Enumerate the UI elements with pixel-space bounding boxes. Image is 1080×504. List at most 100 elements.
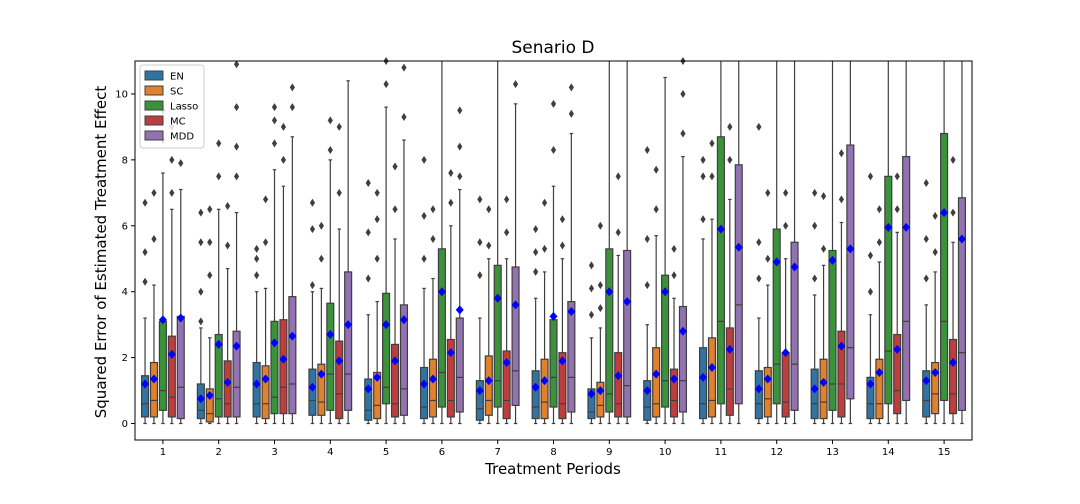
mean-marker-lasso-6 xyxy=(437,287,446,297)
mean-marker-mc-2 xyxy=(223,377,232,387)
box-sc-5 xyxy=(373,371,382,420)
x-tick-label-15: 15 xyxy=(938,447,951,458)
outlier-en-4-0 xyxy=(309,281,316,290)
mean-marker-sc-1 xyxy=(149,374,158,384)
y-tick-label-10: 10 xyxy=(115,89,128,100)
outlier-en-12-0 xyxy=(756,274,762,283)
mean-marker-en-12 xyxy=(754,384,763,394)
outlier-en-6-2 xyxy=(421,155,427,164)
outlier-mc-13-1 xyxy=(838,149,845,158)
chart-title: Senario D xyxy=(511,38,594,58)
x-tick-label-3: 3 xyxy=(271,447,277,458)
box-lasso-14 xyxy=(884,175,893,405)
legend-label-mc: MC xyxy=(170,117,186,128)
outlier-mdd-2-2 xyxy=(233,103,240,112)
outlier-lasso-2-0 xyxy=(216,172,222,181)
outlier-mc-8-0 xyxy=(559,241,566,250)
box-mc-8 xyxy=(558,352,567,420)
outlier-mdd-1-0 xyxy=(178,159,184,168)
box-mdd-10 xyxy=(678,305,688,413)
outlier-lasso-3-2 xyxy=(271,103,278,112)
x-tick-label-10: 10 xyxy=(659,447,672,458)
mean-marker-mc-10 xyxy=(670,374,679,384)
outlier-sc-6-0 xyxy=(430,234,436,243)
outlier-mc-4-1 xyxy=(336,122,342,131)
outlier-en-3-2 xyxy=(254,244,260,253)
mean-marker-mdd-3 xyxy=(288,331,297,341)
outlier-en-15-1 xyxy=(923,234,929,243)
outlier-lasso-2-1 xyxy=(216,139,222,148)
box-sc-15 xyxy=(931,361,940,415)
outlier-sc-14-0 xyxy=(876,238,882,247)
box-lasso-9 xyxy=(605,248,614,413)
x-tick-label-7: 7 xyxy=(495,447,501,458)
outlier-sc-11-1 xyxy=(709,139,715,148)
x-tick-label-11: 11 xyxy=(715,447,728,458)
outlier-en-5-1 xyxy=(365,228,371,237)
outlier-en-14-2 xyxy=(867,172,874,181)
outlier-en-9-1 xyxy=(588,284,595,293)
outlier-mdd-6-0 xyxy=(457,172,463,181)
x-tick-label-6: 6 xyxy=(439,447,445,458)
outlier-en-7-0 xyxy=(477,271,483,280)
mean-marker-mdd-15 xyxy=(957,234,966,244)
outlier-sc-15-1 xyxy=(932,211,938,220)
legend-label-sc: SC xyxy=(170,87,183,98)
mean-marker-mdd-10 xyxy=(678,326,687,336)
mean-marker-mc-11 xyxy=(725,344,734,354)
mean-marker-sc-7 xyxy=(484,376,493,386)
box-mdd-2 xyxy=(232,330,241,418)
box-sc-11 xyxy=(707,337,717,418)
outlier-mdd-3-1 xyxy=(289,83,295,92)
box-sc-9 xyxy=(596,381,605,418)
box-en-3 xyxy=(252,361,261,418)
mean-marker-mc-9 xyxy=(614,371,623,381)
box-mdd-9 xyxy=(623,249,632,418)
outlier-sc-1-0 xyxy=(151,234,157,243)
outlier-mc-11-0 xyxy=(727,155,733,164)
outlier-sc-9-0 xyxy=(597,304,603,313)
mean-marker-mdd-7 xyxy=(511,300,520,310)
box-mc-13 xyxy=(837,330,846,418)
mean-marker-sc-4 xyxy=(317,369,326,379)
box-lasso-5 xyxy=(382,292,391,405)
outlier-sc-3-1 xyxy=(262,195,269,204)
box-mdd-6 xyxy=(455,317,464,413)
box-sc-7 xyxy=(484,355,493,416)
legend-swatch-mc xyxy=(144,115,164,126)
box-mdd-3 xyxy=(288,296,297,415)
mean-marker-lasso-14 xyxy=(884,222,893,232)
legend-swatch-sc xyxy=(144,85,164,96)
outlier-en-11-1 xyxy=(700,172,706,181)
mean-marker-sc-13 xyxy=(819,377,828,387)
mean-marker-en-4 xyxy=(308,382,317,392)
outlier-mc-13-0 xyxy=(838,195,845,204)
outlier-mc-1-0 xyxy=(169,188,175,197)
outlier-lasso-3-1 xyxy=(271,116,278,125)
outlier-en-1-2 xyxy=(142,198,148,207)
outlier-mc-10-0 xyxy=(671,271,677,280)
outlier-en-8-1 xyxy=(533,248,539,257)
outlier-en-8-2 xyxy=(533,225,539,234)
outlier-mdd-10-1 xyxy=(680,89,686,98)
outlier-sc-7-1 xyxy=(486,205,492,214)
box-en-12 xyxy=(754,370,763,420)
mean-marker-mc-1 xyxy=(167,349,176,359)
box-lasso-3 xyxy=(270,320,279,415)
box-mdd-13 xyxy=(846,144,855,400)
outlier-en-2-0 xyxy=(198,317,204,326)
outlier-mc-3-0 xyxy=(280,155,287,164)
y-tick-label-6: 6 xyxy=(122,221,128,232)
box-en-9 xyxy=(587,388,596,420)
mean-marker-sc-6 xyxy=(428,374,437,384)
mean-marker-lasso-15 xyxy=(940,208,949,218)
mean-marker-sc-9 xyxy=(596,386,605,396)
plot-area xyxy=(140,57,967,425)
outlier-mc-1-1 xyxy=(169,155,175,164)
mean-marker-mc-5 xyxy=(391,356,400,366)
x-tick-label-14: 14 xyxy=(882,447,895,458)
box-mdd-7 xyxy=(511,266,520,406)
mean-marker-lasso-7 xyxy=(493,293,502,303)
outlier-mc-14-1 xyxy=(894,172,900,181)
x-tick-label-5: 5 xyxy=(383,447,389,458)
